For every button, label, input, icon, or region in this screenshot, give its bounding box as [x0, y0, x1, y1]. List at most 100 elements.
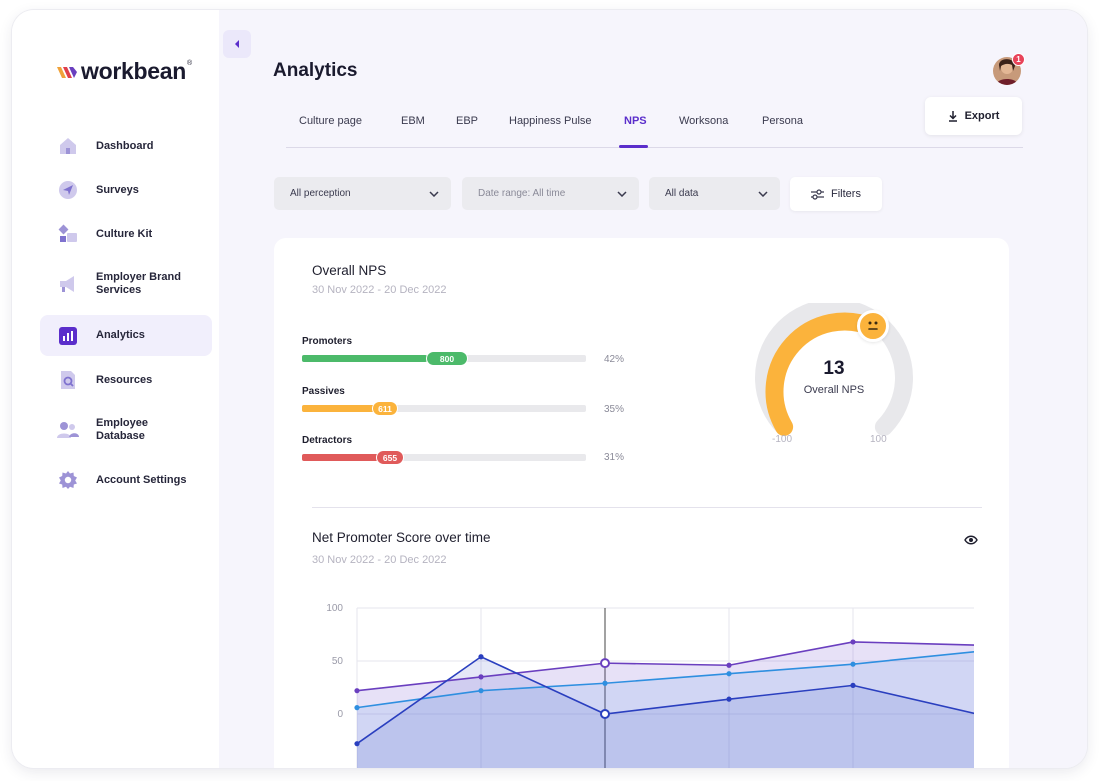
shapes-icon: [56, 222, 80, 246]
users-icon: [56, 418, 80, 442]
y-tick-label: 100: [326, 603, 343, 614]
data-point: [354, 741, 360, 747]
gauge-max-label: 100: [870, 434, 887, 445]
gauge-arc: [755, 298, 913, 436]
logo-mark-icon: [57, 66, 77, 78]
passives-label: Passives: [302, 386, 345, 397]
passives-bar-fill: [302, 405, 385, 412]
chevron-down-icon: [758, 190, 768, 197]
chevron-down-icon: [617, 190, 627, 197]
sidebar-item-label: Culture Kit: [96, 227, 153, 240]
avatar[interactable]: [993, 57, 1021, 85]
detractors-percent: 31%: [604, 452, 625, 463]
tab-happiness-pulse[interactable]: Happiness Pulse: [509, 115, 592, 127]
sidebar-item-label: Surveys: [96, 183, 139, 196]
y-tick-label: 0: [337, 709, 343, 720]
data-point: [726, 662, 732, 668]
data-point: [726, 671, 732, 677]
tab-ebp[interactable]: EBP: [456, 115, 479, 127]
page-title: Analytics: [273, 60, 358, 81]
data-point: [726, 696, 732, 702]
sidebar-item-employer-brand-services[interactable]: Employer Brand Services: [40, 266, 212, 302]
notification-badge[interactable]: 1: [1012, 53, 1025, 66]
overall-nps-label: Overall NPS: [803, 384, 865, 396]
perception-value: All perception: [290, 188, 351, 199]
tab-worksona[interactable]: Worksona: [679, 115, 729, 127]
sidebar-item-resources[interactable]: Resources: [40, 368, 212, 392]
data-point: [850, 639, 856, 645]
sidebar-item-culture-kit[interactable]: Culture Kit: [40, 222, 212, 246]
sidebar-item-analytics[interactable]: Analytics: [40, 315, 212, 356]
detractors-count-badge: 655: [376, 450, 404, 465]
tab-culture-page[interactable]: Culture page: [299, 115, 362, 127]
data-value: All data: [665, 188, 699, 199]
filters-button[interactable]: Filters: [790, 177, 882, 211]
bar-chart-icon: [56, 324, 80, 348]
sidebar-item-label: Dashboard: [96, 139, 154, 152]
series-area: [357, 641, 974, 768]
sidebar-item-label: Analytics: [96, 329, 145, 341]
tab-ebm[interactable]: EBM: [401, 115, 425, 127]
sidebar-item-label: Account Settings: [96, 473, 187, 486]
data-point: [600, 709, 610, 719]
date-range-select[interactable]: Date range: All time: [462, 177, 639, 210]
promoters-bar-fill: [302, 355, 427, 362]
sidebar-item-employee-database[interactable]: Employee Database: [40, 412, 212, 448]
data-point: [602, 680, 608, 686]
data-point: [478, 674, 484, 680]
workbean-logo[interactable]: workbean ®: [56, 58, 192, 85]
y-tick-label: 50: [332, 656, 344, 667]
date-range-value: Date range: All time: [478, 188, 566, 199]
overall-nps-date: 30 Nov 2022 - 20 Dec 2022: [312, 284, 447, 296]
detractors-bar: 655: [302, 450, 586, 465]
export-button[interactable]: Export: [925, 97, 1022, 135]
chevron-down-icon: [429, 190, 439, 197]
series-line: [356, 655, 974, 745]
series-area: [357, 656, 974, 768]
data-select[interactable]: All data: [649, 177, 780, 210]
nps-card: Overall NPS 30 Nov 2022 - 20 Dec 2022 Pr…: [274, 238, 1009, 768]
overall-nps-value: 13: [823, 358, 845, 379]
sidebar: workbean ® Dashboard Surveys Culture Kit: [12, 10, 219, 768]
perception-select[interactable]: All perception: [274, 177, 451, 210]
sidebar-item-label: Resources: [96, 373, 153, 386]
sliders-icon: [811, 188, 825, 200]
promoters-bar: 800: [302, 351, 586, 366]
active-tab-indicator: [619, 145, 648, 148]
series-line: [356, 650, 974, 709]
export-label: Export: [964, 110, 1000, 122]
app-window: workbean ® Dashboard Surveys Culture Kit: [12, 10, 1087, 768]
neutral-face-icon: [857, 310, 889, 342]
promoters-percent: 42%: [604, 354, 625, 365]
sidebar-item-surveys[interactable]: Surveys: [40, 178, 212, 202]
logo-registered-mark: ®: [186, 60, 193, 67]
download-icon: [948, 110, 957, 122]
passives-percent: 35%: [604, 404, 625, 415]
overall-nps-title: Overall NPS: [312, 263, 387, 278]
filters-label: Filters: [831, 188, 861, 200]
sidebar-item-label: Employer Brand Services: [96, 271, 181, 296]
sidebar-item-label: Employee Database: [96, 417, 148, 442]
sidebar-item-dashboard[interactable]: Dashboard: [40, 134, 212, 158]
data-point: [354, 705, 360, 711]
promoters-label: Promoters: [302, 336, 353, 347]
data-point: [850, 682, 856, 688]
passives-bar: 611: [302, 401, 586, 416]
tab-nps[interactable]: NPS: [624, 115, 647, 127]
detractors-label: Detractors: [302, 435, 353, 446]
tab-persona[interactable]: Persona: [762, 115, 803, 127]
caret-left-icon: [235, 40, 239, 48]
nps-gauge: 13 Overall NPS -100 100: [754, 298, 914, 453]
promoters-count-badge: 800: [426, 351, 468, 366]
nps-over-time-title: Net Promoter Score over time: [312, 530, 491, 545]
collapse-sidebar-button[interactable]: [223, 30, 251, 58]
eye-icon[interactable]: [964, 532, 978, 550]
data-point: [850, 661, 856, 667]
section-divider: [312, 507, 982, 508]
data-point: [478, 688, 484, 694]
sidebar-item-account-settings[interactable]: Account Settings: [40, 468, 212, 492]
detractors-bar-fill: [302, 454, 391, 461]
logo-text: workbean: [81, 58, 186, 84]
passives-count-badge: 611: [372, 401, 398, 416]
main-content: Analytics 1 Export Culture page EBM EBP …: [219, 10, 1087, 768]
